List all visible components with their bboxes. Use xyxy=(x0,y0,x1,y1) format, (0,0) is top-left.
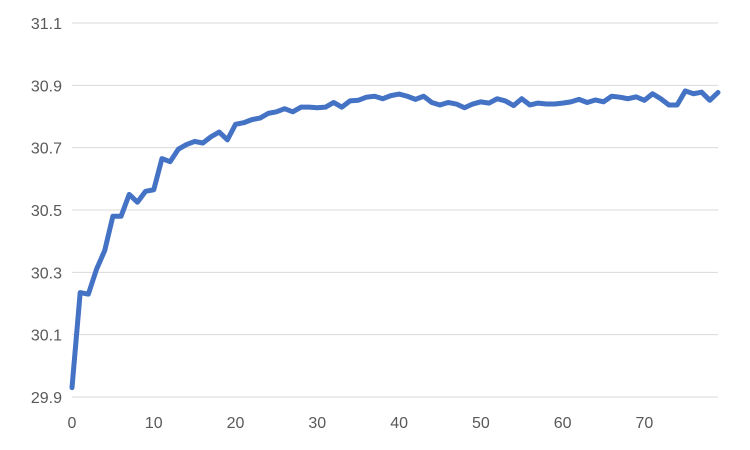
y-tick-label-5: 30.9 xyxy=(31,78,62,95)
x-tick-label-4: 40 xyxy=(390,415,408,432)
series-layer xyxy=(69,88,721,391)
gridlines xyxy=(72,22,718,398)
series-line-0 xyxy=(69,88,721,391)
x-tick-label-3: 30 xyxy=(308,415,326,432)
y-tick-label-6: 31.1 xyxy=(31,16,62,33)
y-tick-label-0: 29.9 xyxy=(31,390,62,407)
x-tick-label-6: 60 xyxy=(554,415,572,432)
x-tick-label-2: 20 xyxy=(227,415,245,432)
y-tick-label-3: 30.5 xyxy=(31,203,62,220)
x-tick-label-7: 70 xyxy=(636,415,654,432)
y-tick-label-1: 30.1 xyxy=(31,328,62,345)
y-axis-tick-labels: 29.9 30.1 30.3 30.5 30.7 30.9 31.1 xyxy=(31,16,62,407)
x-tick-label-5: 50 xyxy=(472,415,490,432)
x-tick-label-1: 10 xyxy=(145,415,163,432)
x-axis-tick-labels: 0 10 20 30 40 50 60 70 xyxy=(68,415,654,432)
y-tick-label-2: 30.3 xyxy=(31,265,62,282)
y-tick-label-4: 30.7 xyxy=(31,141,62,158)
x-tick-label-0: 0 xyxy=(68,415,77,432)
